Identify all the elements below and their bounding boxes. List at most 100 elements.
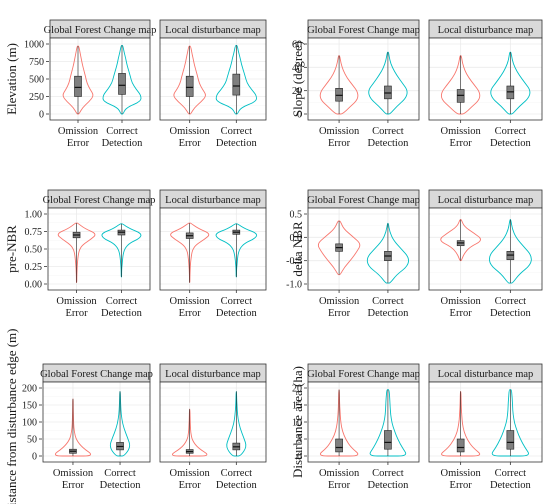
x-tick-label: Omission Error bbox=[441, 296, 482, 319]
y-tick-label: 0.75 bbox=[25, 227, 43, 238]
panel-border bbox=[428, 381, 543, 463]
x-tick-label: Correct Detection bbox=[490, 468, 532, 491]
panel-border bbox=[428, 207, 543, 291]
panel-border bbox=[307, 381, 420, 463]
x-tick-label: Omission Error bbox=[170, 468, 211, 491]
y-tick-label: 20 bbox=[292, 86, 302, 97]
y-tick-label: 150 bbox=[22, 401, 37, 412]
panel-local-disturbance: Local disturbance map Omission ErrorCorrec… bbox=[159, 19, 267, 149]
y-tick-label: 0 bbox=[32, 452, 37, 463]
correct-violin bbox=[366, 222, 410, 284]
box bbox=[74, 75, 82, 97]
chart-5: Distance from disturbance edge (m) 0 50 100… bbox=[4, 329, 267, 504]
chart-6: Disturbance area (ha)0 5 10 15 20 Global Fore… bbox=[290, 363, 543, 491]
x-tick-label: Omission Error bbox=[441, 468, 482, 491]
y-tick-label: 0 bbox=[39, 110, 44, 121]
x-tick-label: Correct Detection bbox=[216, 126, 258, 149]
panel-border bbox=[307, 37, 420, 121]
box bbox=[118, 73, 126, 95]
strip-label: Global Forest Change map bbox=[40, 369, 153, 380]
strip-label: Global Forest Change map bbox=[43, 195, 156, 206]
y-tick-label: 0 bbox=[297, 110, 302, 121]
y-tick-label: 0.0 bbox=[290, 233, 303, 244]
y-tick-label: 5 bbox=[297, 435, 302, 446]
y-axis-label: pre-NBR bbox=[4, 225, 19, 273]
box bbox=[335, 438, 343, 453]
strip-label: Local disturbance map bbox=[438, 25, 534, 36]
y-axis-label: Distance from disturbance edge (m) bbox=[4, 329, 19, 504]
box bbox=[185, 75, 194, 97]
y-tick-label: 750 bbox=[29, 57, 44, 68]
y-axis-label: Elevation (m) bbox=[4, 43, 19, 115]
panel-border bbox=[49, 37, 151, 121]
y-tick-label: 50 bbox=[27, 435, 37, 446]
y-axis-label: delta NBR bbox=[290, 221, 305, 277]
strip-label: Local disturbance map bbox=[165, 369, 261, 380]
strip-label: Local disturbance map bbox=[165, 25, 261, 36]
x-tick-label: Correct Detection bbox=[216, 296, 258, 319]
y-tick-label: 0.25 bbox=[25, 262, 43, 273]
strip-label: Local disturbance map bbox=[438, 195, 534, 206]
y-axis-label: Disturbance area (ha) bbox=[290, 366, 305, 478]
y-tick-label: 40 bbox=[292, 63, 302, 74]
x-tick-label: Omission Error bbox=[56, 296, 97, 319]
x-tick-label: Omission Error bbox=[170, 126, 211, 149]
x-tick-label: Correct Detection bbox=[368, 468, 410, 491]
panel-border bbox=[428, 37, 543, 121]
y-tick-label: 10 bbox=[292, 418, 302, 429]
y-tick-label: 0.50 bbox=[25, 245, 43, 256]
box bbox=[456, 438, 465, 453]
y-tick-label: 0.00 bbox=[25, 280, 43, 291]
y-tick-label: 15 bbox=[292, 401, 302, 412]
x-tick-label: Omission Error bbox=[53, 468, 94, 491]
y-tick-label: 20 bbox=[292, 384, 302, 395]
panel-border bbox=[47, 207, 151, 291]
x-tick-label: Omission Error bbox=[441, 126, 482, 149]
x-tick-label: Omission Error bbox=[319, 126, 360, 149]
panel-border bbox=[159, 381, 267, 463]
strip-label: Global Forest Change map bbox=[44, 25, 157, 36]
y-tick-label: 100 bbox=[22, 418, 37, 429]
panel-global-forest-change: Global Forest Change map Omission Error Cor… bbox=[40, 363, 153, 491]
x-tick-label: Correct Detection bbox=[490, 126, 532, 149]
box bbox=[506, 430, 515, 450]
box bbox=[384, 430, 392, 450]
y-tick-label: -0.5 bbox=[286, 256, 302, 267]
x-tick-label: Correct Detection bbox=[102, 126, 144, 149]
y-axis-label: Slope (degree) bbox=[290, 41, 305, 117]
panel-global-forest-change: Global Forest Change map Omission Error Cor… bbox=[307, 19, 420, 149]
panel-border bbox=[159, 207, 267, 291]
x-tick-label: Correct Detection bbox=[216, 468, 258, 491]
panel-local-disturbance: Local disturbance map Omission ErrorCorrec… bbox=[159, 189, 267, 319]
strip-label: Global Forest Change map bbox=[307, 25, 420, 36]
y-tick-label: 200 bbox=[22, 384, 37, 395]
x-tick-label: Correct Detection bbox=[100, 468, 142, 491]
x-tick-label: Omission Error bbox=[319, 296, 360, 319]
x-tick-label: Omission Error bbox=[170, 296, 211, 319]
x-tick-label: Correct Detection bbox=[368, 296, 410, 319]
y-tick-label: -1.0 bbox=[286, 280, 302, 291]
strip-label: Local disturbance map bbox=[165, 195, 261, 206]
panel-border bbox=[307, 207, 420, 291]
y-tick-label: 1.00 bbox=[25, 210, 43, 221]
y-tick-label: 0 bbox=[297, 452, 302, 463]
strip-label: Global Forest Change map bbox=[307, 369, 420, 380]
panel-border bbox=[42, 381, 151, 463]
panel-local-disturbance: Local disturbance map Omission Error Correc… bbox=[428, 19, 543, 149]
panel-border bbox=[159, 37, 267, 121]
y-tick-label: 0.5 bbox=[290, 210, 303, 221]
strip-label: Global Forest Change map bbox=[307, 195, 420, 206]
y-tick-label: 1000 bbox=[24, 40, 44, 51]
panel-local-disturbance: Local disturbance map Omission ErrorCorrec… bbox=[159, 363, 267, 491]
x-tick-label: Correct Detection bbox=[368, 126, 410, 149]
y-tick-label: 250 bbox=[29, 92, 44, 103]
chart-4: delta NBR -1.0 -0.5 0.0 0.5 Global Forest Cha… bbox=[286, 189, 543, 319]
box bbox=[232, 73, 241, 96]
